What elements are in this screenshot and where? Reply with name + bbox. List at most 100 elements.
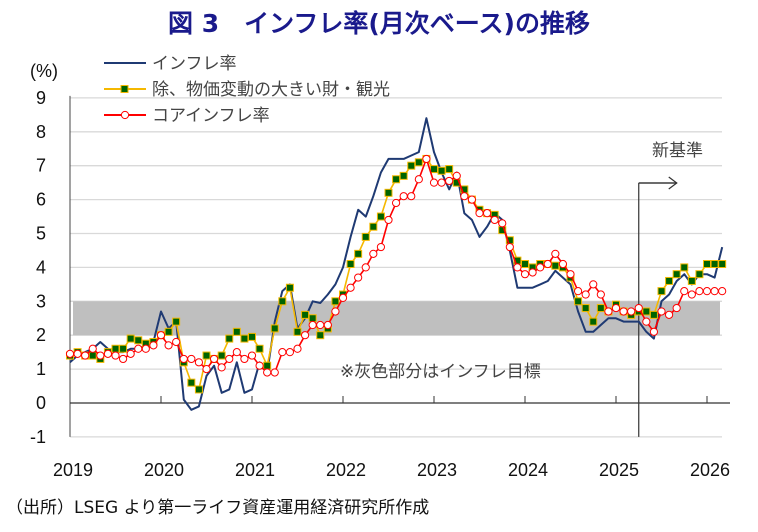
series-lines [65, 117, 727, 411]
data-point [391, 198, 401, 208]
data-point [232, 348, 241, 357]
y-tick-label: 7 [36, 156, 46, 176]
data-point [482, 209, 492, 218]
data-point [551, 261, 560, 270]
data-point [634, 303, 643, 313]
data-point [718, 260, 727, 269]
data-point [301, 310, 310, 319]
data-point [164, 341, 173, 350]
data-point [536, 263, 545, 272]
data-point [695, 270, 704, 279]
data-point [657, 307, 666, 316]
data-point [665, 276, 674, 285]
data-point [126, 349, 135, 358]
data-point [414, 175, 423, 184]
data-point [285, 348, 295, 357]
data-point [346, 260, 355, 269]
data-point [543, 259, 552, 269]
data-point [452, 171, 461, 180]
legend-label: インフレ率 [152, 54, 237, 74]
x-tick-label: 2025 [599, 460, 639, 480]
data-point [156, 331, 166, 340]
data-point [187, 354, 196, 364]
data-point [384, 215, 393, 225]
legend-label: 除、物価変動の大きい財・観光 [152, 80, 390, 100]
data-point [172, 317, 181, 326]
data-point [88, 351, 97, 360]
data-point [119, 344, 128, 353]
data-point [270, 368, 279, 377]
data-point [551, 249, 560, 258]
y-tick-label: 9 [36, 88, 46, 108]
data-point [399, 192, 408, 201]
data-point [96, 351, 105, 360]
data-point [376, 212, 385, 221]
data-point [179, 354, 188, 364]
data-point [649, 327, 659, 336]
x-tick-label: 2021 [235, 460, 275, 480]
data-point [232, 327, 241, 336]
data-point [308, 314, 317, 323]
data-point [111, 351, 120, 360]
data-point [475, 209, 484, 218]
data-point [642, 307, 651, 316]
y-tick-labels: -1 0 1 2 3 4 5 6 7 8 9 [30, 88, 46, 447]
data-point [187, 378, 196, 387]
data-point [695, 287, 704, 296]
data-point [293, 327, 302, 336]
data-point [687, 290, 696, 299]
data-point [596, 290, 605, 299]
data-point [263, 361, 272, 370]
legend-label: コアインフレ率 [152, 106, 270, 126]
new-base-annotation: 新基準 [638, 141, 703, 437]
y-tick-label: -1 [30, 427, 46, 447]
data-point [437, 166, 446, 175]
data-point [354, 249, 363, 258]
y-tick-label: 3 [36, 291, 46, 311]
data-point [558, 259, 568, 269]
data-point [445, 176, 454, 186]
data-point [240, 354, 249, 364]
data-point [528, 268, 537, 277]
x-tick-labels: 2019 2020 2021 2022 2023 2024 2025 2026 [53, 460, 730, 480]
data-point [172, 337, 181, 347]
data-point [710, 287, 719, 296]
data-point [331, 297, 340, 306]
data-point [263, 368, 272, 377]
x-tick-label: 2022 [326, 460, 366, 480]
data-point [460, 192, 469, 201]
data-point [255, 344, 264, 353]
data-point [225, 334, 234, 343]
data-point [498, 219, 507, 228]
data-point [581, 290, 590, 299]
data-point [680, 263, 689, 272]
gridlines [70, 97, 722, 438]
data-point [407, 192, 416, 201]
source-note: （出所）LSEG より第一ライフ資産運用経済研究所作成 [6, 498, 430, 518]
data-point [278, 297, 287, 306]
data-point [566, 270, 575, 279]
data-point [680, 287, 689, 296]
data-point [361, 232, 370, 241]
x-tick-label: 2020 [144, 460, 184, 480]
data-point [354, 273, 363, 282]
y-tick-label: 0 [36, 393, 46, 413]
data-point [65, 349, 75, 358]
data-point [672, 270, 681, 279]
data-point [316, 331, 325, 340]
data-point [338, 293, 348, 303]
data-point [103, 349, 113, 358]
arrow-head-icon [668, 176, 678, 190]
data-point [202, 365, 211, 374]
series-line [69, 158, 723, 391]
y-tick-label: 8 [36, 122, 46, 142]
data-point [308, 320, 317, 330]
data-point [521, 260, 529, 269]
data-point [202, 351, 211, 360]
data-point [627, 307, 636, 316]
data-point [574, 297, 583, 306]
series-line [70, 158, 723, 374]
data-point [346, 283, 355, 292]
y-tick-label: 2 [36, 325, 46, 345]
